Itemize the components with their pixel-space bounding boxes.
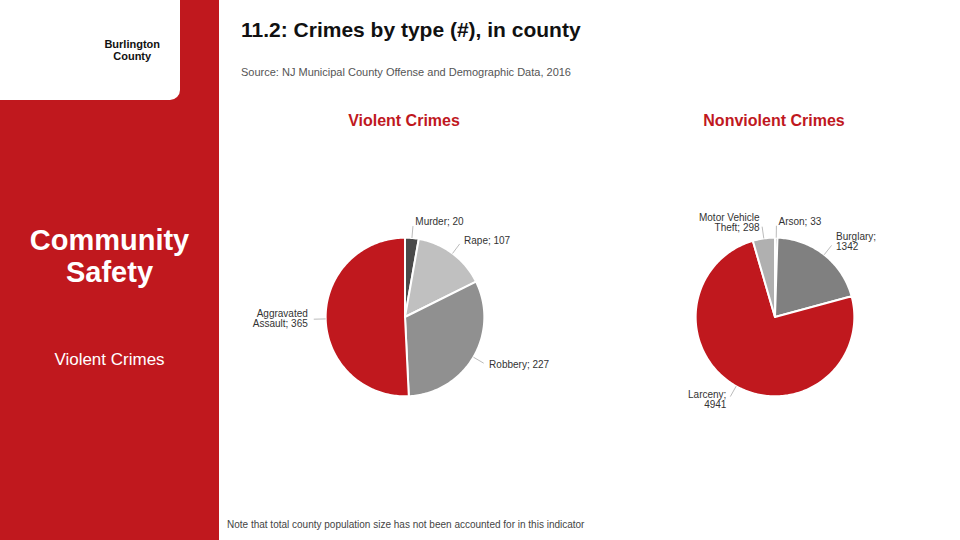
html-text:Burlington County: Burlington County <box>104 38 160 62</box>
svg-text:Murder; 20: Murder; 20 <box>415 216 464 227</box>
svg-text:Burglary;1342: Burglary;1342 <box>836 231 876 252</box>
svg-text:Rape; 107: Rape; 107 <box>464 235 511 246</box>
html-text:11.2: Crimes by type (#), in c: 11.2: Crimes by type (#), in county <box>241 18 581 41</box>
html-text:Violent Crimes: Violent Crimes <box>348 112 460 129</box>
svg-text:Motor VehicleTheft; 298: Motor VehicleTheft; 298 <box>698 212 759 233</box>
svg-text:AggravatedAssault; 365: AggravatedAssault; 365 <box>252 308 307 329</box>
html-text:Community Safety: Community Safety <box>29 224 190 288</box>
html-text:Note that total county populat: Note that total county population size h… <box>227 519 585 530</box>
html-text:Violent Crimes: Violent Crimes <box>54 350 165 369</box>
html-text:Source: NJ Municipal County Of: Source: NJ Municipal County Offense and … <box>241 66 571 78</box>
svg-text:Arson; 33: Arson; 33 <box>778 216 821 227</box>
svg-text:Robbery; 227: Robbery; 227 <box>489 359 549 370</box>
svg-text:Larceny;4941: Larceny;4941 <box>688 389 727 410</box>
html-text:Nonviolent Crimes: Nonviolent Crimes <box>703 112 845 129</box>
